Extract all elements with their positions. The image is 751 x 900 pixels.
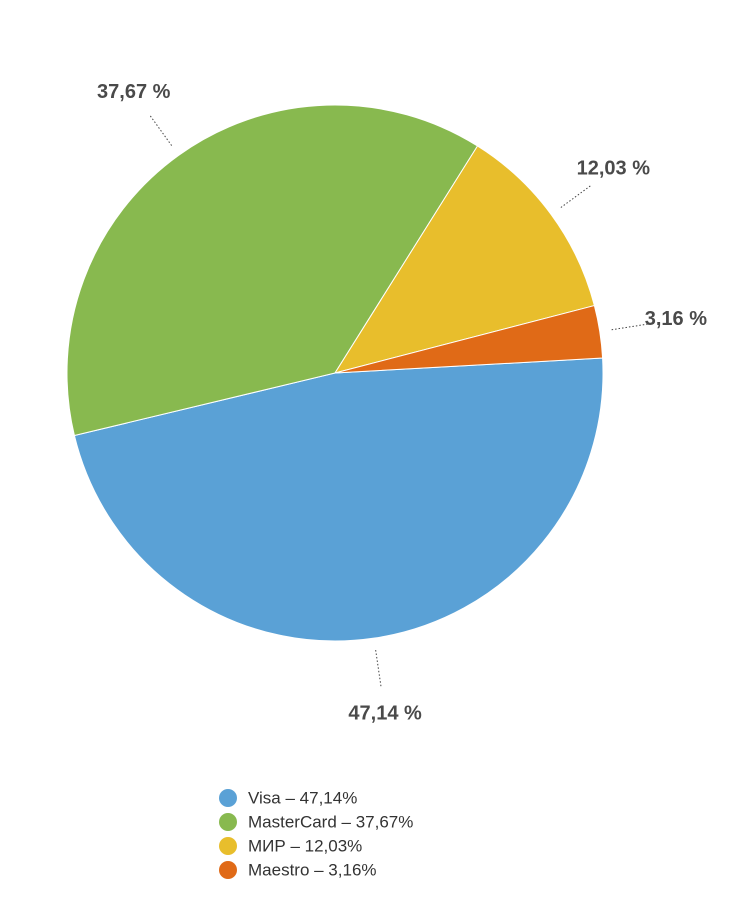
pie-slice <box>66 104 479 437</box>
value-label: 37,67 % <box>97 81 171 103</box>
leader-line <box>560 184 592 208</box>
legend-label: Visa – 47,14% <box>248 788 357 807</box>
legend-marker <box>219 837 237 855</box>
leader-line <box>375 649 382 688</box>
legend-marker <box>219 789 237 807</box>
leader-line <box>611 323 650 331</box>
pie-slice <box>73 357 604 642</box>
value-label: 12,03 % <box>577 157 651 179</box>
leader-line <box>149 114 173 146</box>
legend-label: МИР – 12,03% <box>248 836 362 855</box>
legend-label: Maestro – 3,16% <box>248 860 377 879</box>
legend-marker <box>219 813 237 831</box>
legend-label: MasterCard – 37,67% <box>248 812 413 831</box>
value-label: 3,16 % <box>645 308 707 330</box>
value-label: 47,14 % <box>348 703 422 725</box>
pie-slice <box>333 145 595 374</box>
legend-marker <box>219 861 237 879</box>
pie-slice <box>334 304 604 374</box>
